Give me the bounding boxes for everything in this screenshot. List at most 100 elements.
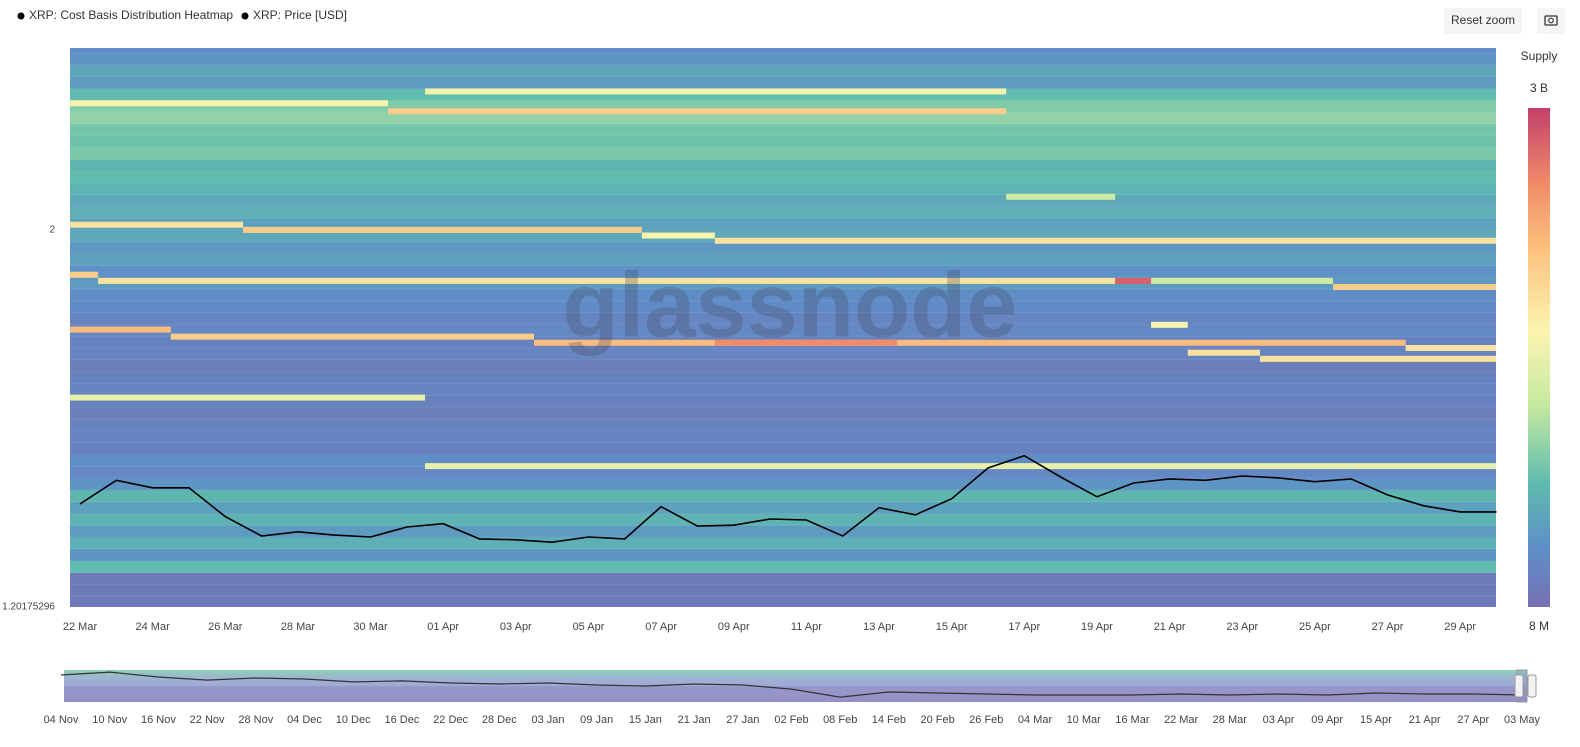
heatmap-row [70,241,1496,255]
heatmap-row [70,170,1496,184]
navigator-background [64,670,1527,702]
heatmap-band [1405,344,1496,351]
heatmap-row [70,135,1496,148]
navigator-x-label: 28 Dec [482,714,517,726]
heatmap-row [70,347,1496,361]
navigator-x-label: 08 Feb [823,714,857,726]
legend-dot [241,12,249,20]
heatmap-row [70,52,1496,66]
y-tick-label: 1.20175296 [2,602,55,613]
navigator-x-label: 03 Jan [531,714,564,726]
heatmap-band [243,226,642,233]
heatmap-row [70,442,1496,455]
x-tick-label: 13 Apr [863,621,895,633]
plot-area [70,48,1496,607]
heatmap-band [1187,349,1261,356]
navigator-x-label: 03 Apr [1263,714,1295,726]
x-tick-label: 01 Apr [427,621,459,633]
navigator-x-label: 26 Feb [969,714,1003,726]
overlay [79,454,1497,544]
heatmap-row [70,466,1496,479]
heatmap-row [70,206,1496,219]
button-label[interactable]: Reset zoom [1451,13,1515,27]
heatmap-row [70,312,1496,325]
heatmap-band [98,277,1116,284]
export-button[interactable] [1537,8,1565,34]
navigator-handle[interactable] [1527,674,1537,698]
heatmap-band [1260,355,1496,362]
navigator-x-label: 04 Nov [44,714,79,726]
heatmap-band [1151,277,1334,284]
x-tick-label: 22 Mar [63,621,98,633]
x-tick-label: 21 Apr [1154,621,1186,633]
x-tick-label: 17 Apr [1008,621,1040,633]
heatmap-row [70,477,1496,491]
heatmap-band [1151,321,1188,328]
heatmap-row [70,288,1496,302]
heatmap-row [70,501,1496,514]
navigator-x-label: 09 Jan [580,714,613,726]
button-bg[interactable] [1444,8,1522,34]
heatmap-row [70,596,1496,607]
heatmap-row [70,572,1496,585]
navigator-shade [64,686,1527,702]
reset-zoom-button[interactable]: Reset zoom [1444,8,1522,34]
heatmap-row [70,418,1496,432]
heatmap-band [70,100,388,107]
navigator-x-label: 16 Nov [141,714,176,726]
colorbar-title: Supply [1521,49,1558,63]
navigator-x-label: 04 Mar [1018,714,1053,726]
heatmap-row [70,265,1496,278]
heatmap-row [70,48,1496,54]
colorbar [1528,108,1550,607]
x-tick-label: 24 Mar [136,621,171,633]
heatmap-band [70,394,426,401]
heatmap-row [70,359,1496,373]
x-tick-label: 09 Apr [718,621,750,633]
heatmap-row [70,76,1496,89]
heatmap-band [714,339,898,346]
heatmap-row [70,383,1496,396]
watermark: glassnode [562,254,1017,356]
navigator-x-label: 21 Jan [678,714,711,726]
x-tick-label: 05 Apr [573,621,605,633]
heatmap-band [70,326,171,333]
navigator-x-label: 20 Feb [920,714,954,726]
x-tick-label: 25 Apr [1299,621,1331,633]
heatmap-row [70,395,1496,408]
legend-label[interactable]: XRP: Price [USD] [253,8,347,22]
navigator-x-label: 10 Dec [336,714,371,726]
heatmap-band [714,237,1496,244]
heatmap-band [170,333,535,340]
button-bg[interactable] [1537,8,1565,34]
legend-label[interactable]: XRP: Cost Basis Distribution Heatmap [29,8,233,22]
heatmap-row [70,371,1496,385]
navigator-x-label: 14 Feb [872,714,906,726]
heatmap-band [534,339,1406,346]
heatmap-row [70,536,1496,550]
navigator-handle[interactable] [1514,674,1524,698]
heatmap-row [70,560,1496,573]
navigator-x-label: 09 Apr [1311,714,1343,726]
camera-lens [1548,17,1554,24]
navigator-x-label: 22 Dec [433,714,468,726]
x-tick-label: 30 Mar [353,621,388,633]
navigator-x-label: 15 Apr [1360,714,1392,726]
navigator-x-label: 21 Apr [1409,714,1441,726]
navigator-x-label: 10 Nov [92,714,127,726]
heatmap-row [70,64,1496,77]
x-tick-label: 11 Apr [791,621,822,633]
navigator[interactable] [60,671,1523,698]
legend-dot [17,12,25,20]
heatmap-band [70,221,244,228]
heatmap-row [70,194,1496,207]
x-tick-label: 07 Apr [645,621,677,633]
heatmap-row [70,111,1496,125]
x-tick-label: 19 Apr [1081,621,1113,633]
navigator-x-label: 04 Dec [287,714,322,726]
heatmap-band [70,271,99,278]
x-tick-label: 03 Apr [500,621,532,633]
navigator-line [60,671,1523,698]
navigator-x-label: 28 Mar [1213,714,1248,726]
